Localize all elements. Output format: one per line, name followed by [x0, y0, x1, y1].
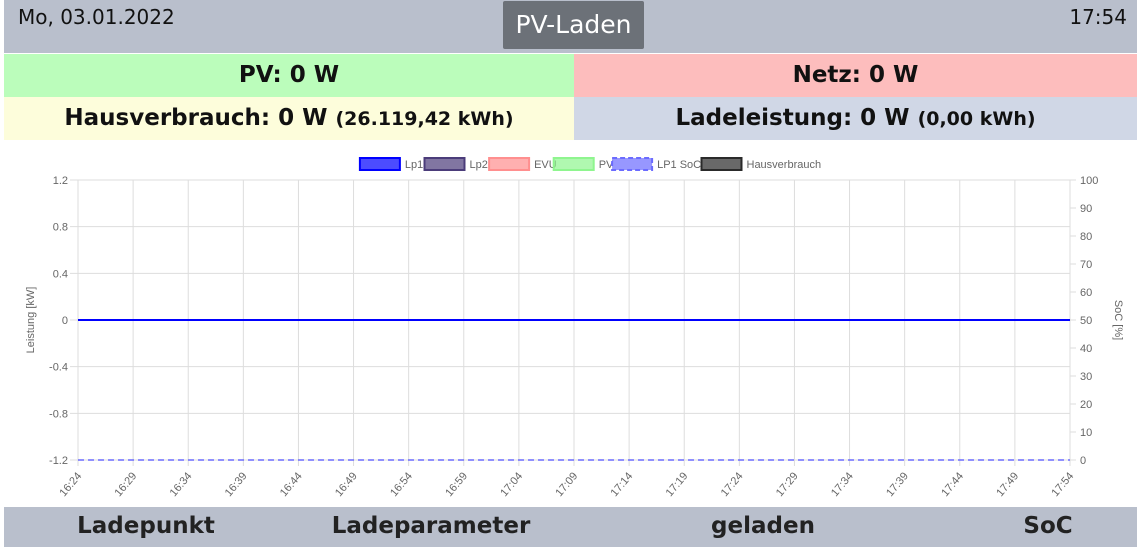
tile-label: PV: 0 W: [238, 62, 340, 88]
legend-label: Hausverbrauch: [747, 159, 822, 171]
legend-swatch: [700, 157, 743, 171]
x-tick-label: 17:14: [609, 470, 636, 499]
y2-axis-title: SoC [%]: [1112, 300, 1124, 340]
y2-tick-label: 70: [1080, 259, 1092, 271]
x-tick-label: 17:09: [553, 470, 580, 499]
x-tick-label: 17:24: [719, 470, 746, 499]
column-header: SoC: [1023, 513, 1073, 539]
x-tick-label: 17:54: [1049, 470, 1076, 499]
x-tick-label: 17:19: [664, 470, 691, 499]
legend-swatch: [611, 157, 654, 171]
column-header: Ladepunkt: [77, 513, 215, 539]
legend-label: Lp1: [405, 159, 423, 171]
x-tick-label: 17:39: [884, 470, 911, 499]
legend-label: Lp2: [470, 159, 488, 171]
tile-detail: (26.119,42 kWh): [335, 108, 514, 130]
y-tick-label: -0.8: [49, 408, 68, 420]
tile-detail: (0,00 kWh): [917, 108, 1036, 130]
legend-label: LP1 SoC: [657, 159, 701, 171]
x-tick-label: 16:49: [333, 470, 360, 499]
x-tick-label: 17:29: [774, 470, 801, 499]
y-tick-label: 0: [62, 315, 68, 327]
legend-swatch: [358, 157, 401, 171]
date: Mo, 03.01.2022: [18, 5, 175, 29]
x-tick-label: 17:04: [498, 470, 525, 499]
legend-swatch: [552, 157, 595, 171]
header-bar: Mo, 03.01.2022 PV-Laden 17:54: [4, 0, 1137, 53]
time: 17:54: [1069, 5, 1127, 29]
x-tick-label: 16:24: [57, 470, 84, 499]
y2-tick-label: 40: [1080, 343, 1092, 355]
table-header: Ladepunkt Ladeparameter geladen SoC: [4, 507, 1137, 547]
y2-tick-label: 60: [1080, 287, 1092, 299]
x-tick-label: 16:59: [443, 470, 470, 499]
y2-tick-label: 30: [1080, 371, 1092, 383]
mode-button[interactable]: PV-Laden: [503, 1, 644, 49]
x-tick-label: 16:39: [223, 470, 250, 499]
legend-swatch: [488, 157, 531, 171]
x-tick-label: 16:44: [278, 470, 305, 499]
netz-tile: Netz: 0 W: [574, 54, 1137, 97]
pv-tile: PV: 0 W: [4, 54, 574, 97]
y2-tick-label: 20: [1080, 399, 1092, 411]
lade-tile: Ladeleistung: 0 W (0,00 kWh): [574, 97, 1137, 140]
y-tick-label: 1.2: [53, 175, 68, 187]
x-tick-label: 17:44: [939, 470, 966, 499]
y-tick-label: -0.4: [49, 362, 68, 374]
y2-tick-label: 80: [1080, 231, 1092, 243]
y-axis-title: Leistung [kW]: [25, 287, 37, 354]
y-tick-label: -1.2: [49, 455, 68, 467]
x-tick-label: 16:54: [388, 470, 415, 499]
column-header: geladen: [711, 513, 815, 539]
page: Mo, 03.01.2022 PV-Laden 17:54 PV: 0 W Ne…: [4, 0, 1137, 547]
tile-label: Ladeleistung: 0 W: [675, 105, 910, 131]
haus-tile: Hausverbrauch: 0 W (26.119,42 kWh): [4, 97, 574, 140]
y2-tick-label: 0: [1080, 455, 1086, 467]
y-tick-label: 0.4: [53, 268, 68, 280]
y2-tick-label: 100: [1080, 175, 1098, 187]
x-tick-label: 17:34: [829, 470, 856, 499]
tile-label: Netz: 0 W: [792, 62, 919, 88]
legend-label: PV: [599, 159, 614, 171]
legend-label: EVU: [534, 159, 557, 171]
y2-tick-label: 90: [1080, 203, 1092, 215]
x-tick-label: 16:29: [113, 470, 140, 499]
chart: -1.2 -0.8 -0.4 0 0.4 0.8 1.2 0 10 20 30 40 50 60 70 80 9…: [25, 157, 1124, 499]
column-header: Ladeparameter: [331, 513, 531, 539]
legend-swatch: [423, 157, 466, 171]
x-tick-label: 16:34: [168, 470, 195, 499]
tile-label: Hausverbrauch: 0 W: [64, 105, 328, 131]
y2-tick-label: 50: [1080, 315, 1092, 327]
x-tick-label: 17:49: [994, 470, 1021, 499]
y-tick-label: 0.8: [53, 222, 68, 234]
y2-tick-label: 10: [1080, 427, 1092, 439]
